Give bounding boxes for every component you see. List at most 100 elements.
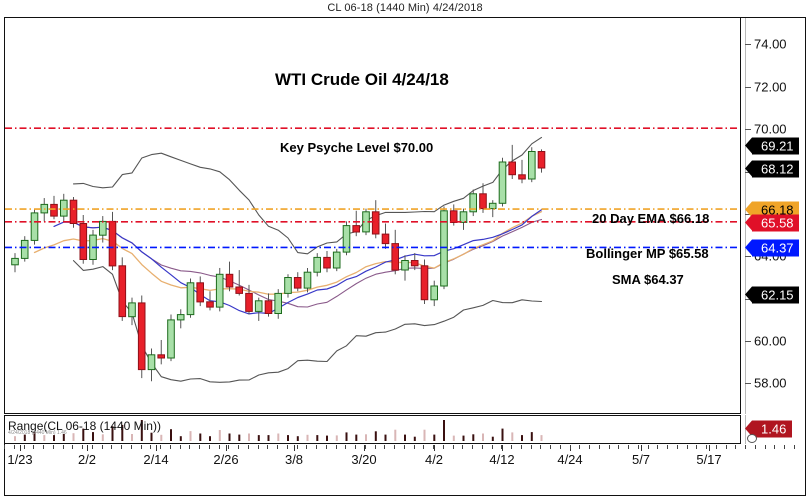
date-minor-tick	[374, 445, 376, 449]
price-tick-label: 70.00	[754, 121, 787, 137]
chart-annotation: Bollinger MP $65.58	[586, 246, 709, 261]
date-minor-tick	[559, 445, 561, 449]
date-minor-tick	[628, 445, 629, 449]
date-tick	[294, 445, 295, 451]
date-tick	[709, 445, 710, 451]
date-minor-tick	[286, 445, 288, 449]
date-minor-tick	[735, 445, 737, 449]
range-pane	[4, 415, 741, 444]
date-minor-tick	[618, 445, 620, 449]
date-minor-tick	[637, 445, 639, 449]
date-minor-tick	[335, 445, 337, 449]
date-minor-tick	[540, 445, 542, 449]
date-minor-tick	[91, 445, 93, 449]
price-plot[interactable]	[5, 18, 740, 412]
window-title: CL 06-18 (1440 Min) 4/24/2018	[327, 2, 483, 14]
date-minor-tick	[208, 445, 210, 449]
date-minor-tick	[657, 445, 659, 449]
date-minor-tick	[433, 445, 434, 449]
badge-label: 68.12	[761, 161, 794, 177]
date-minor-tick	[82, 445, 83, 449]
date-minor-tick	[569, 445, 571, 449]
date-minor-tick	[179, 445, 181, 449]
date-minor-tick	[257, 445, 259, 449]
date-minor-tick	[511, 445, 512, 449]
price-tick-label: 60.00	[754, 333, 787, 349]
date-minor-tick	[4, 445, 5, 449]
date-minor-tick	[62, 445, 64, 449]
price-tick-label: 58.00	[754, 375, 787, 391]
date-minor-tick	[579, 445, 581, 449]
range-plot[interactable]	[5, 416, 740, 443]
range-pane-label: Range(CL 06-18 (1440 Min))	[8, 419, 161, 433]
date-minor-tick	[472, 445, 473, 449]
chart-annotation: 20 Day EMA $66.18	[592, 211, 710, 226]
date-minor-tick	[43, 445, 44, 449]
date-minor-tick	[520, 445, 522, 449]
badge-label: 65.58	[761, 215, 794, 231]
date-minor-tick	[784, 445, 785, 449]
badge-pointer	[745, 160, 752, 177]
date-minor-tick	[345, 445, 347, 449]
date-minor-tick	[218, 445, 220, 449]
date-minor-tick	[384, 445, 386, 449]
date-minor-tick	[423, 445, 425, 449]
date-tick-label: 4/12	[489, 452, 515, 467]
range-pane-sublabel: 4/24/2018 (1440 Min) 1.46	[8, 430, 67, 436]
date-minor-tick	[52, 445, 54, 449]
date-tick-label: 2/26	[213, 452, 239, 467]
date-minor-tick	[550, 445, 551, 449]
date-minor-tick	[316, 445, 317, 449]
date-minor-tick	[696, 445, 698, 449]
date-minor-tick	[169, 445, 171, 449]
date-tick-label: 5/17	[696, 452, 722, 467]
date-tick	[156, 445, 157, 451]
badge-label: 64.37	[761, 240, 794, 256]
badge-pointer	[745, 239, 752, 256]
badge-label: 66.18	[761, 202, 794, 218]
date-minor-tick	[754, 445, 756, 449]
bollinger-mp-marker: 65.58	[745, 214, 799, 232]
date-minor-tick	[160, 445, 161, 449]
range-value-badge: 1.46	[745, 420, 793, 438]
badge-pointer	[745, 201, 752, 218]
date-minor-tick	[774, 445, 776, 449]
scale-knob[interactable]	[747, 434, 757, 443]
date-minor-tick	[598, 445, 600, 449]
date-tick-label: 1/23	[7, 452, 33, 467]
price-tick	[745, 256, 751, 258]
date-minor-tick	[267, 445, 269, 449]
date-minor-tick	[481, 445, 483, 449]
price-tick	[745, 129, 751, 131]
date-minor-tick	[764, 445, 766, 449]
badge-label: 69.21	[761, 138, 794, 154]
date-minor-tick	[121, 445, 122, 449]
date-minor-tick	[199, 445, 200, 449]
header-divider	[4, 17, 806, 18]
date-tick	[20, 445, 21, 451]
date-minor-tick	[111, 445, 113, 449]
date-axis-pane	[4, 444, 806, 496]
date-tick-label: 2/2	[77, 452, 97, 467]
date-tick	[641, 445, 642, 451]
date-tick-label: 4/24	[557, 452, 583, 467]
badge-pointer	[745, 137, 752, 154]
date-minor-tick	[793, 445, 795, 449]
price-tick	[745, 340, 751, 342]
low-marker: 62.15	[745, 286, 799, 304]
date-minor-tick	[189, 445, 191, 449]
date-minor-tick	[647, 445, 649, 449]
date-minor-tick	[13, 445, 15, 449]
price-pane	[4, 18, 741, 414]
chart-title: WTI Crude Oil 4/24/18	[275, 70, 449, 89]
date-tick	[434, 445, 435, 451]
last-price-marker: 68.12	[745, 160, 799, 178]
date-minor-tick	[394, 445, 395, 449]
date-tick-label: 2/14	[143, 452, 169, 467]
date-minor-tick	[101, 445, 103, 449]
date-minor-tick	[150, 445, 152, 449]
sma-marker: 64.37	[745, 239, 799, 257]
badge-pointer	[745, 286, 752, 303]
price-tick	[745, 44, 751, 46]
date-minor-tick	[452, 445, 454, 449]
